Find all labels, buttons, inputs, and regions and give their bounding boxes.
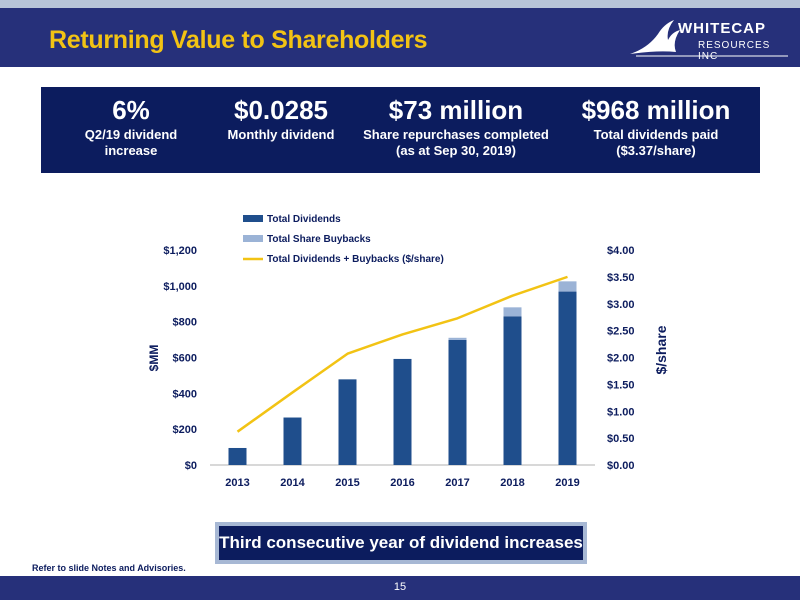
y-axis-label: $MM	[147, 345, 161, 372]
dividend-bar	[283, 417, 302, 465]
legend-swatch-buybacks	[243, 235, 263, 242]
y-tick-label: $1,200	[163, 245, 197, 257]
stat-share-repurchases: $73 million Share repurchases completed …	[351, 87, 561, 159]
per-share-line	[236, 275, 568, 433]
y2-tick-label: $1.50	[607, 379, 635, 391]
y2-tick-label: $2.00	[607, 353, 635, 365]
x-tick-label: 2016	[390, 477, 414, 489]
buyback-bar	[558, 281, 577, 292]
stat-label: Q2/19 dividend	[84, 127, 178, 142]
y-tick-label: $0	[185, 460, 197, 472]
stat-label: Share repurchases completed	[363, 127, 549, 142]
stat-value: $968 million	[581, 95, 731, 125]
stat-total-dividends: $968 million Total dividends paid ($3.37…	[571, 87, 741, 159]
x-tick-label: 2019	[555, 477, 579, 489]
buyback-bar	[503, 307, 522, 317]
footnote: Refer to slide Notes and Advisories.	[32, 563, 186, 573]
legend-label-dividends: Total Dividends	[267, 214, 341, 225]
logo-name: WHITECAP	[678, 20, 766, 37]
stat-label: Total dividends paid	[593, 127, 719, 142]
banner: Third consecutive year of dividend incre…	[215, 522, 587, 564]
y-tick-label: $1,000	[163, 281, 197, 293]
banner-text: Third consecutive year of dividend incre…	[219, 526, 583, 560]
stat-value: 6%	[112, 95, 150, 125]
y-tick-label: $400	[173, 388, 197, 400]
y2-tick-label: $0.00	[607, 460, 635, 472]
y-tick-label: $200	[173, 424, 197, 436]
stat-label: Monthly dividend	[227, 127, 335, 142]
x-tick-label: 2015	[335, 477, 359, 489]
y2-tick-label: $3.00	[607, 299, 635, 311]
dividend-bar	[393, 358, 412, 465]
y2-axis-label: $/share	[653, 325, 669, 374]
page-number: 15	[393, 581, 407, 593]
footer-band: 15	[0, 576, 800, 600]
stat-dividend-increase: 6% Q2/19 dividend increase	[61, 87, 201, 159]
x-tick-label: 2014	[280, 477, 305, 489]
dividend-bar	[228, 447, 247, 465]
y-tick-label: $600	[173, 353, 197, 365]
y-tick-label: $800	[173, 317, 197, 329]
dividend-bar	[558, 291, 577, 465]
top-stripe	[0, 0, 800, 8]
wave-icon	[630, 20, 788, 57]
y2-tick-label: $0.50	[607, 433, 635, 445]
legend-label-per-share: Total Dividends + Buybacks ($/share)	[267, 254, 444, 265]
dividends-buybacks-chart: $0 $200 $400 $600 $800 $1,000 $1,200 $0.00 $0.50…	[147, 214, 669, 489]
y2-tick-label: $4.00	[607, 245, 635, 257]
dividend-bar	[338, 379, 357, 465]
stats-box: 6% Q2/19 dividend increase $0.0285 Month…	[41, 87, 760, 173]
x-tick-label: 2017	[445, 477, 469, 489]
x-tick-label: 2013	[225, 477, 249, 489]
company-logo: WHITECAP RESOURCES INC	[628, 14, 793, 62]
stat-monthly-dividend: $0.0285 Monthly dividend	[211, 87, 351, 143]
stat-value: $73 million	[388, 95, 524, 125]
stat-label: increase	[104, 143, 158, 158]
stat-value: $0.0285	[234, 95, 328, 125]
dividend-bar	[503, 316, 522, 465]
legend-label-buybacks: Total Share Buybacks	[267, 234, 371, 245]
y2-tick-label: $3.50	[607, 272, 635, 284]
stat-label: ($3.37/share)	[616, 143, 696, 158]
buyback-bar	[448, 337, 467, 340]
legend-swatch-dividends	[243, 215, 263, 222]
y2-tick-label: $2.50	[607, 326, 635, 338]
stat-label: (as at Sep 30, 2019)	[396, 143, 516, 158]
y2-tick-label: $1.00	[607, 406, 635, 418]
x-tick-label: 2018	[500, 477, 524, 489]
slide-title: Returning Value to Shareholders	[49, 26, 428, 54]
logo-subname: RESOURCES INC	[698, 40, 771, 62]
dividend-bar	[448, 339, 467, 465]
